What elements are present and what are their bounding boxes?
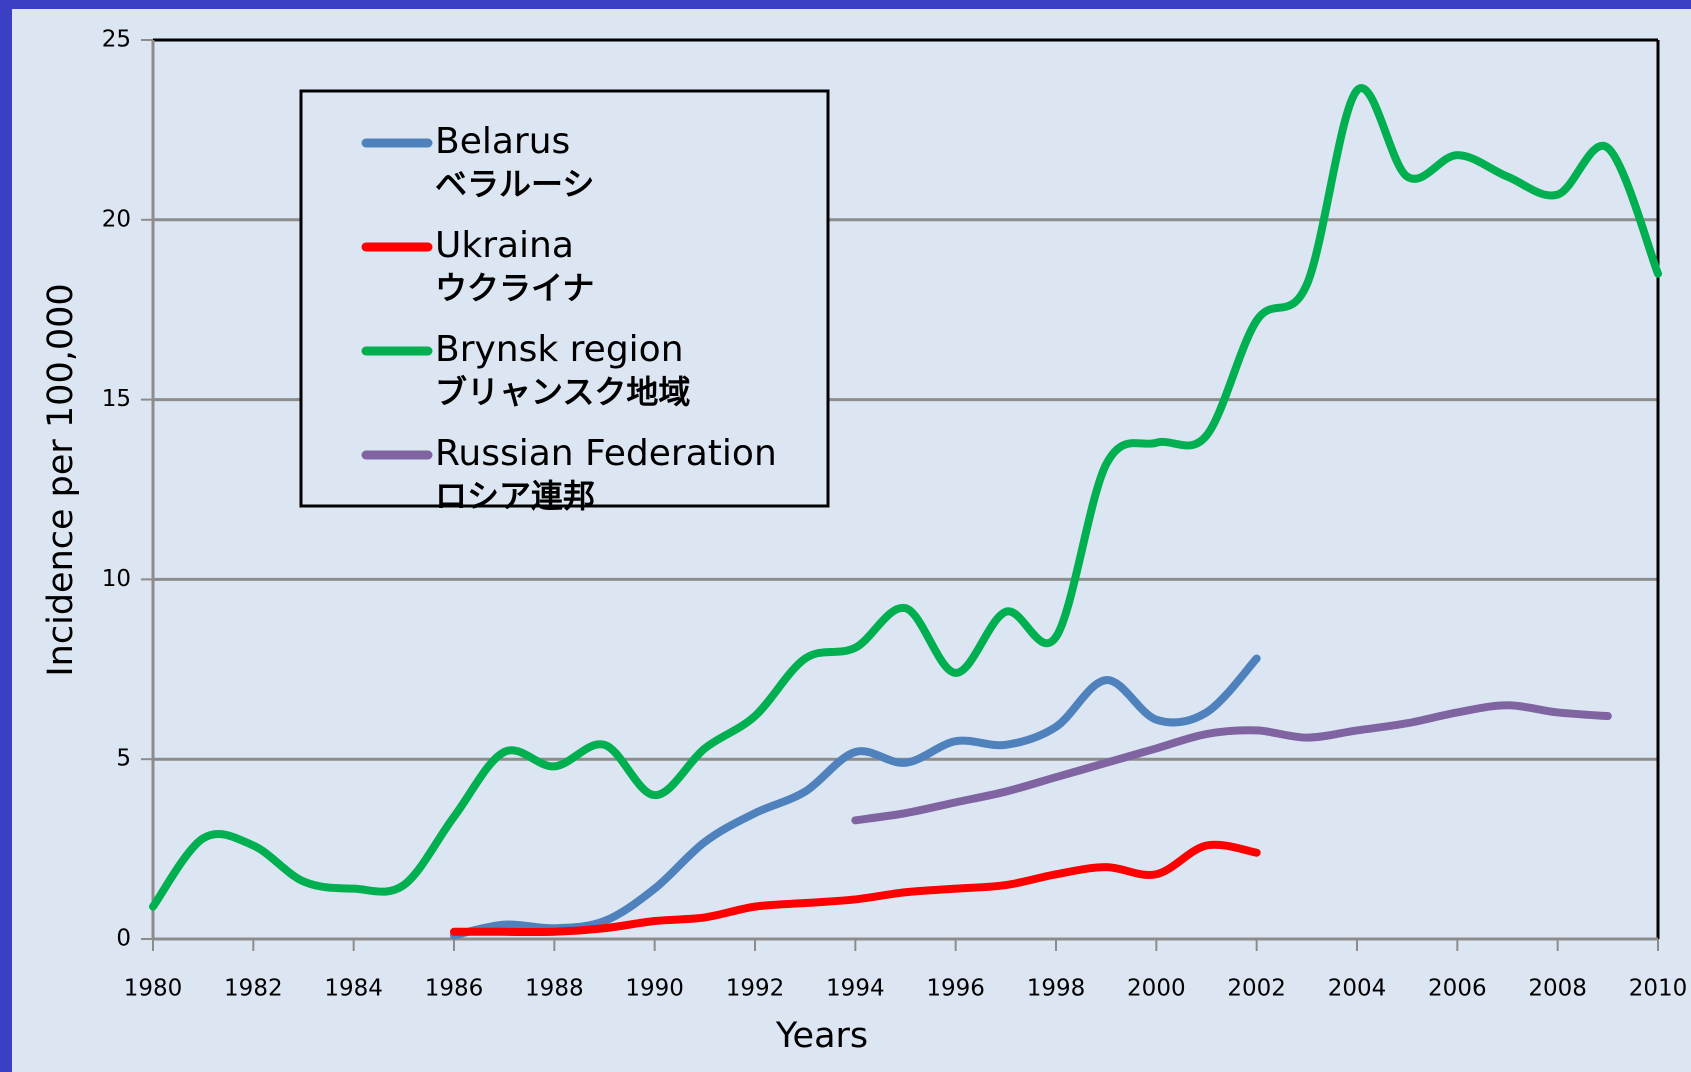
x-axis-title: Years — [775, 1016, 868, 1056]
x-tick-label: 2002 — [1227, 976, 1286, 1002]
x-tick-label: 1996 — [926, 976, 985, 1002]
legend-label: Brynsk region — [435, 329, 684, 370]
legend-label-ja: ロシア連邦 — [435, 477, 595, 515]
x-tick-label: 1986 — [425, 976, 484, 1002]
legend-label: Belarus — [435, 121, 570, 162]
series-line — [149, 84, 1662, 911]
legend-label: Ukraina — [435, 225, 574, 266]
x-tick-label: 1994 — [826, 976, 885, 1002]
x-tick-label: 1990 — [625, 976, 684, 1002]
legend-box — [299, 89, 830, 508]
series-line — [450, 840, 1261, 937]
x-tick-label: 1992 — [726, 976, 785, 1002]
x-tick-label: 1984 — [324, 976, 383, 1002]
x-tick-label: 2000 — [1127, 976, 1186, 1002]
x-tick-label: 1988 — [525, 976, 584, 1002]
y-tick-label: 20 — [102, 206, 131, 232]
series-line — [450, 654, 1261, 940]
y-axis-title: Incidence per 100,000 — [41, 283, 81, 676]
x-tick-label: 2004 — [1328, 976, 1387, 1002]
y-tick-label: 15 — [102, 386, 131, 412]
legend-label: Russian Federation — [435, 433, 777, 474]
y-tick-label: 10 — [102, 566, 131, 592]
x-tick-label: 1998 — [1027, 976, 1086, 1002]
legend-label-ja: ウクライナ — [435, 269, 594, 307]
y-tick-label: 25 — [102, 27, 131, 53]
series-line — [851, 701, 1612, 825]
background — [12, 9, 1691, 1072]
x-tick-label: 2006 — [1428, 976, 1487, 1002]
x-tick-label: 2008 — [1528, 976, 1587, 1002]
x-tick-label: 2010 — [1629, 976, 1688, 1002]
legend-label-ja: ブリャンスク地域 — [435, 373, 690, 411]
x-tick-label: 1982 — [224, 976, 283, 1002]
legend-label-ja: ベラルーシ — [435, 165, 594, 203]
y-tick-label: 5 — [116, 746, 131, 772]
x-tick-label: 1980 — [124, 976, 183, 1002]
y-tick-label: 0 — [116, 926, 131, 952]
